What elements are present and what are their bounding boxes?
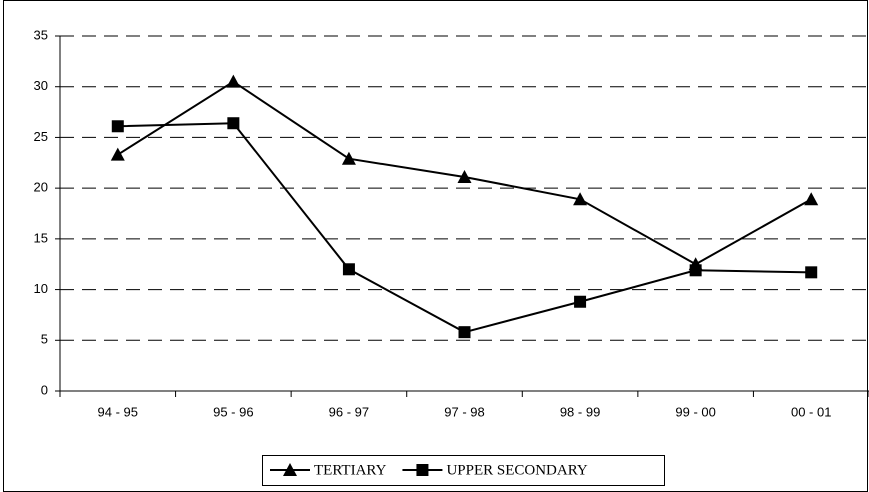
x-tick-label: 94 - 95 — [98, 404, 138, 419]
y-tick-label: 0 — [41, 382, 48, 397]
legend-box — [262, 455, 665, 486]
data-point — [573, 192, 588, 206]
data-point — [574, 295, 587, 308]
y-tick-label: 5 — [41, 332, 48, 347]
data-point — [805, 266, 818, 279]
y-tick-label: 25 — [34, 129, 48, 144]
data-point — [804, 192, 819, 206]
legend: TERTIARY UPPER SECONDARY — [262, 455, 665, 486]
x-tick-label: 00 - 01 — [791, 404, 831, 419]
data-point — [689, 264, 702, 277]
legend-label: TERTIARY — [314, 462, 387, 478]
y-tick-label: 35 — [34, 27, 48, 42]
data-point — [342, 263, 355, 276]
legend-label: UPPER SECONDARY — [446, 462, 587, 478]
x-tick-label: 98 - 99 — [560, 404, 600, 419]
x-tick-label: 97 - 98 — [444, 404, 484, 419]
y-tick-label: 10 — [34, 281, 48, 296]
data-point — [110, 147, 125, 161]
x-tick-label: 99 - 00 — [675, 404, 715, 419]
legend-marker — [283, 463, 297, 476]
data-point — [457, 169, 472, 183]
y-tick-label: 15 — [34, 230, 48, 245]
data-point — [458, 326, 471, 339]
data-point — [226, 74, 241, 88]
data-point — [111, 120, 124, 133]
x-tick-label: 96 - 97 — [329, 404, 369, 419]
data-point — [227, 117, 240, 130]
y-tick-label: 30 — [34, 78, 48, 93]
chart-frame — [3, 0, 868, 492]
data-point — [341, 151, 356, 165]
y-tick-label: 20 — [34, 180, 48, 195]
legend-marker — [416, 464, 429, 476]
x-tick-label: 95 - 96 — [213, 404, 253, 419]
